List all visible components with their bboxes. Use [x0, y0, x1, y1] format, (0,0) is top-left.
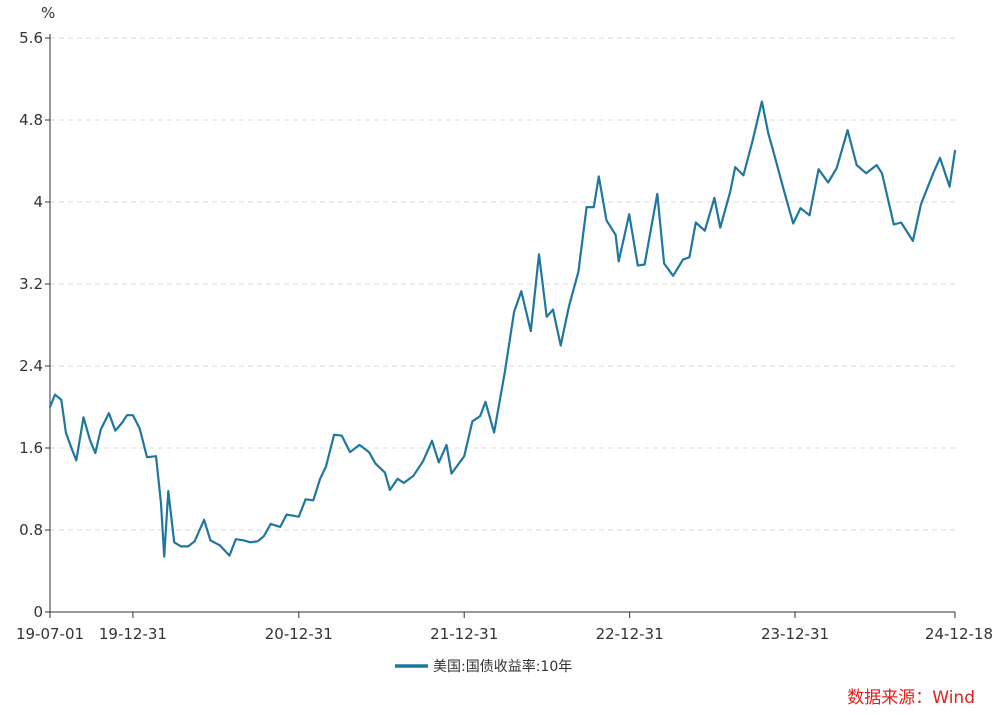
x-tick-label: 21-12-31 [430, 625, 498, 643]
legend: 美国:国债收益率:10年 [395, 658, 572, 675]
x-tick-label: 19-12-31 [99, 625, 167, 643]
axes: 0 0.8 1.6 2.4 3.2 4 4.8 5.6 19-07-01 19-12-31 20-1… [16, 29, 993, 643]
series-layer [48, 100, 957, 558]
y-tick-label: 1.6 [19, 439, 43, 457]
y-tick-label: 5.6 [19, 29, 43, 47]
y-tick-label: 4 [33, 193, 43, 211]
series-line [48, 100, 957, 558]
y-tick-label: 3.2 [19, 275, 43, 293]
y-tick-label: 0 [33, 603, 43, 621]
x-tick-label: 20-12-31 [265, 625, 333, 643]
y-tick-label: 2.4 [19, 357, 43, 375]
x-tick-label: 22-12-31 [596, 625, 664, 643]
x-tick-label: 19-07-01 [16, 625, 84, 643]
x-tick-label: 24-12-18 [925, 625, 993, 643]
y-unit-label: % [41, 4, 55, 22]
x-tick-label: 23-12-31 [761, 625, 829, 643]
y-tick-label: 4.8 [19, 111, 43, 129]
y-tick-label: 0.8 [19, 521, 43, 539]
gridlines [50, 37, 955, 531]
source-note: 数据来源：Wind [847, 688, 975, 708]
legend-label: 美国:国债收益率:10年 [433, 658, 572, 675]
